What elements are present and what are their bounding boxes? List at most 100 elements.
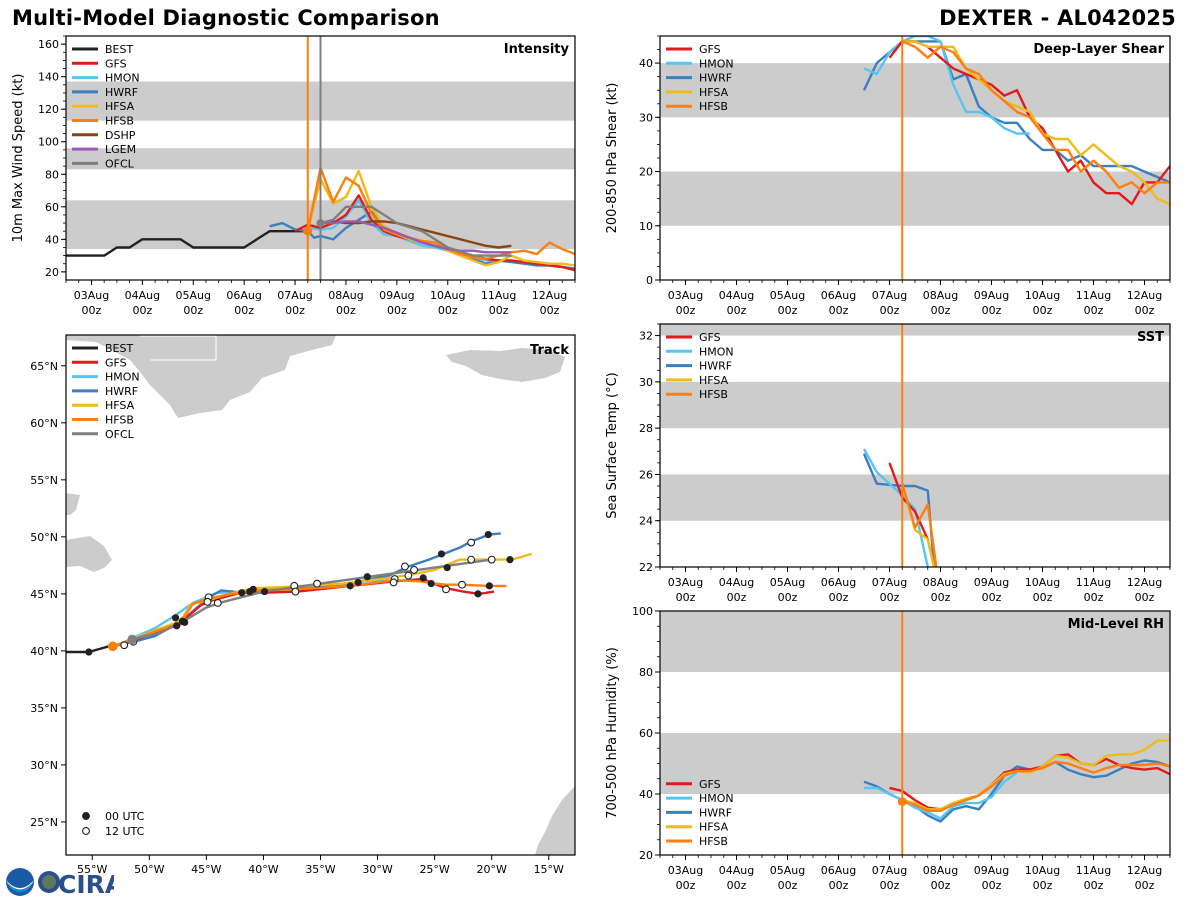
- x-tick-label: 40°W: [248, 863, 278, 876]
- marker-12utc: [487, 555, 496, 564]
- marker-legend-symbol: [82, 812, 90, 820]
- x-tick-label-line: 00z: [540, 304, 560, 317]
- marker-12utc: [213, 599, 222, 607]
- y-tick-label: 80: [45, 168, 59, 181]
- x-tick-label: 06Aug 00z: [821, 289, 856, 317]
- y-axis-label: 700-500 hPa Humidity (%): [605, 647, 620, 819]
- x-tick-label-line: 10Aug: [1025, 576, 1060, 589]
- x-tick-label-line: 07Aug: [872, 864, 907, 877]
- legend-item: GFS: [666, 778, 721, 791]
- x-tick-label-line: 08Aug: [923, 576, 958, 589]
- legend-label: LGEM: [105, 143, 136, 156]
- x-tick-label: 04Aug 00z: [719, 864, 754, 892]
- newfoundland-landmass: [66, 536, 112, 572]
- x-tick-label-line: 00z: [880, 879, 900, 892]
- noaa-cira-logo: CIRA: [6, 868, 114, 898]
- y-tick-label: 30: [639, 111, 653, 124]
- track-line-ofcl: [131, 558, 492, 641]
- marker-00utc: [419, 574, 427, 582]
- x-tick-label-line: 00z: [778, 304, 798, 317]
- panel-title: Deep-Layer Shear: [1033, 42, 1164, 57]
- x-tick-label: 04Aug 00z: [719, 576, 754, 604]
- marker-00utc: [85, 648, 93, 656]
- x-tick-label-line: 00z: [1033, 879, 1053, 892]
- x-tick-label: 11Aug 00z: [1076, 864, 1111, 892]
- legend-label: HMON: [105, 371, 140, 384]
- x-tick-label-line: 00z: [1135, 304, 1155, 317]
- threshold-band: [660, 733, 1170, 794]
- x-tick-label-line: 11Aug: [1076, 864, 1111, 877]
- legend-item: HMON: [666, 57, 734, 70]
- x-tick-label-line: 06Aug: [821, 289, 856, 302]
- x-tick-label-line: 00z: [931, 591, 951, 604]
- series-line-lgem: [320, 220, 512, 254]
- y-tick-label: 20: [639, 166, 653, 179]
- marker-legend: 00 UTC 12 UTC: [82, 810, 145, 838]
- marker-00utc: [354, 578, 362, 587]
- x-tick-label-line: 00z: [727, 304, 747, 317]
- y-tick-label: 100: [38, 136, 59, 149]
- noaa-logo-icon: [6, 868, 34, 896]
- x-tick-label-line: 09Aug: [974, 864, 1009, 877]
- panel-track: 55°W 50°W 45°W 40°W 35°W 30°W 25°W 20°W 15°W 25°N…: [30, 334, 576, 876]
- marker-00utc: [437, 550, 446, 558]
- legend-label: OFCL: [105, 157, 135, 170]
- x-tick-label-line: 05Aug: [770, 289, 805, 302]
- x-tick-label: 03Aug 00z: [668, 576, 703, 604]
- marker-00utc: [181, 618, 189, 626]
- legend-label: HFSA: [105, 399, 135, 412]
- x-tick-label: 10Aug 00z: [1025, 864, 1060, 892]
- marker-00utc: [363, 573, 371, 581]
- x-tick-label: 05Aug 00z: [770, 289, 805, 317]
- x-tick-label-line: 12Aug: [1127, 576, 1162, 589]
- x-tick-label: 07Aug 00z: [277, 289, 312, 317]
- y-tick-label: 50°N: [30, 531, 58, 544]
- legend-label: OFCL: [105, 428, 135, 441]
- panel-title: SST: [1137, 330, 1164, 345]
- x-tick-label-line: 09Aug: [974, 289, 1009, 302]
- figure-title: Multi-Model Diagnostic Comparison: [12, 6, 440, 30]
- x-tick-label: 09Aug 00z: [974, 576, 1009, 604]
- x-tick-label-line: 00z: [829, 304, 849, 317]
- legend-item: HWRF: [666, 806, 732, 819]
- x-tick-label: 12Aug 00z: [1127, 576, 1162, 604]
- marker-00utc: [238, 589, 246, 597]
- x-tick-label-line: 05Aug: [770, 864, 805, 877]
- x-tick-label: 50°W: [134, 863, 164, 876]
- y-tick-label: 20: [639, 849, 653, 862]
- y-tick-label: 120: [38, 103, 59, 116]
- x-tick-label: 07Aug 00z: [872, 576, 907, 604]
- y-tick-label: 100: [632, 605, 653, 618]
- legend-label: GFS: [699, 43, 721, 56]
- x-tick-label: 07Aug 00z: [872, 864, 907, 892]
- x-tick-label-line: 00z: [931, 879, 951, 892]
- x-tick-label: 10Aug 00z: [1025, 289, 1060, 317]
- x-tick-label-line: 00z: [727, 879, 747, 892]
- x-tick-label-line: 00z: [285, 304, 305, 317]
- legend-item: HMON: [72, 72, 140, 85]
- x-tick-label: 15°W: [534, 863, 564, 876]
- y-tick-label: 40: [45, 233, 59, 246]
- x-tick-label: 30°W: [362, 863, 392, 876]
- legend-item: GFS: [666, 331, 721, 344]
- x-tick-label-line: 00z: [880, 591, 900, 604]
- y-tick-label: 80: [639, 666, 653, 679]
- border-line: [140, 335, 217, 361]
- x-tick-label: 09Aug 00z: [974, 289, 1009, 317]
- x-tick-label: 25°W: [419, 863, 449, 876]
- x-tick-label-line: 12Aug: [1127, 289, 1162, 302]
- y-tick-label: 35°N: [30, 702, 58, 715]
- series-line-ofcl: [320, 205, 512, 257]
- marker-12utc: [410, 565, 419, 574]
- y-tick-label: 22: [639, 561, 653, 574]
- legend-label: GFS: [699, 331, 721, 344]
- legend-item: DSHP: [72, 129, 136, 142]
- panel-shear: 0 10 20 30 40 03Aug 00z 04Aug 00z 05Aug 00z 06Aug 00…: [605, 35, 1171, 317]
- legend-item: HFSA: [666, 86, 729, 99]
- marker-12utc: [404, 571, 413, 580]
- legend-item: LGEM: [72, 143, 136, 156]
- marker-00utc: [443, 564, 451, 572]
- x-tick-label-line: 07Aug: [872, 576, 907, 589]
- x-tick-label: 03Aug 00z: [668, 289, 703, 317]
